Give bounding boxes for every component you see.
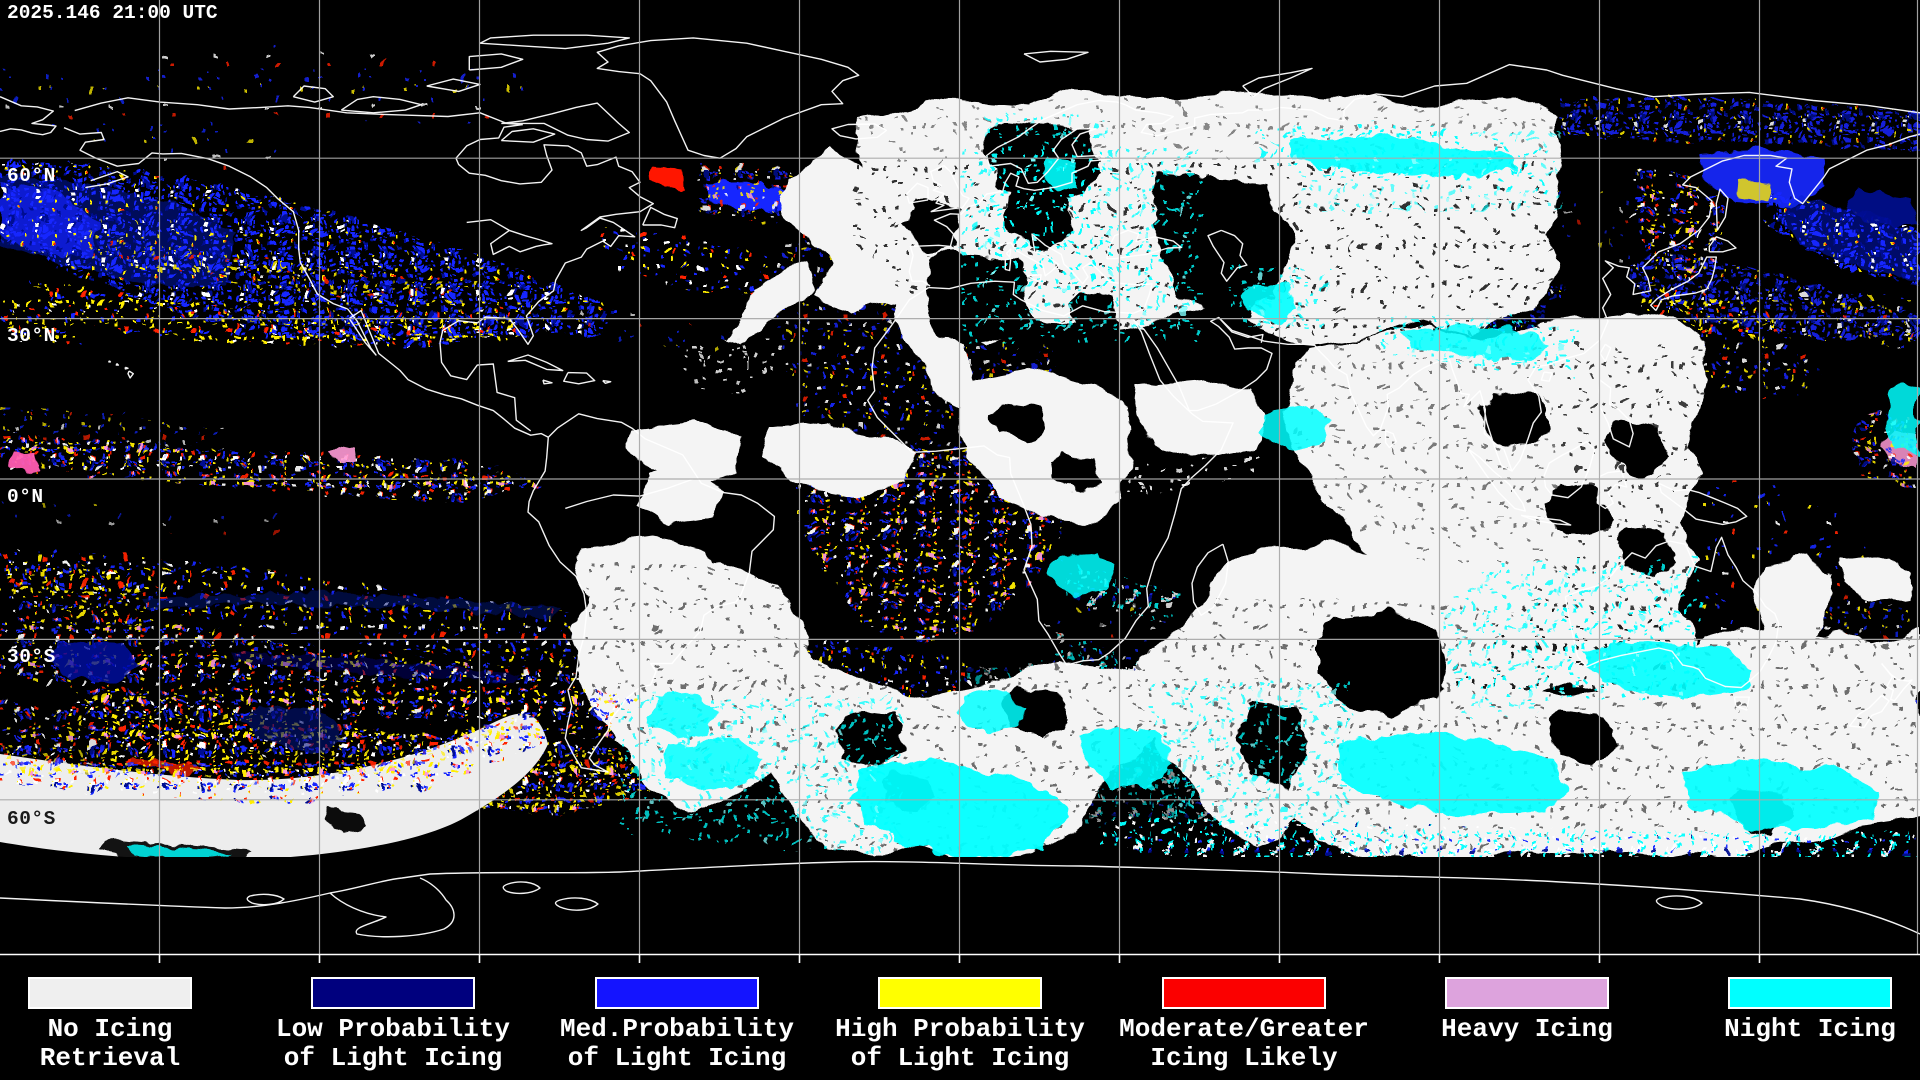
svg-text:Med.Probability: Med.Probability bbox=[560, 1014, 794, 1044]
svg-text:Low Probability: Low Probability bbox=[276, 1014, 510, 1044]
svg-text:No Icing: No Icing bbox=[48, 1014, 173, 1044]
svg-text:Moderate/Greater: Moderate/Greater bbox=[1119, 1014, 1369, 1044]
svg-text:of Light Icing: of Light Icing bbox=[284, 1043, 502, 1073]
svg-text:2025.146 21:00 UTC: 2025.146 21:00 UTC bbox=[7, 2, 218, 24]
svg-text:60°N: 60°N bbox=[7, 165, 56, 187]
svg-text:Heavy Icing: Heavy Icing bbox=[1441, 1014, 1613, 1044]
svg-text:30°S: 30°S bbox=[7, 646, 56, 668]
svg-text:60°S: 60°S bbox=[7, 808, 56, 830]
svg-text:of Light Icing: of Light Icing bbox=[568, 1043, 786, 1073]
svg-text:High Probability: High Probability bbox=[835, 1014, 1085, 1044]
svg-text:30°N: 30°N bbox=[7, 325, 56, 347]
svg-text:Retrieval: Retrieval bbox=[40, 1043, 180, 1073]
svg-text:Night Icing: Night Icing bbox=[1724, 1014, 1896, 1044]
svg-text:0°N: 0°N bbox=[7, 486, 44, 508]
svg-text:Icing Likely: Icing Likely bbox=[1150, 1043, 1338, 1073]
svg-text:of Light Icing: of Light Icing bbox=[851, 1043, 1069, 1073]
